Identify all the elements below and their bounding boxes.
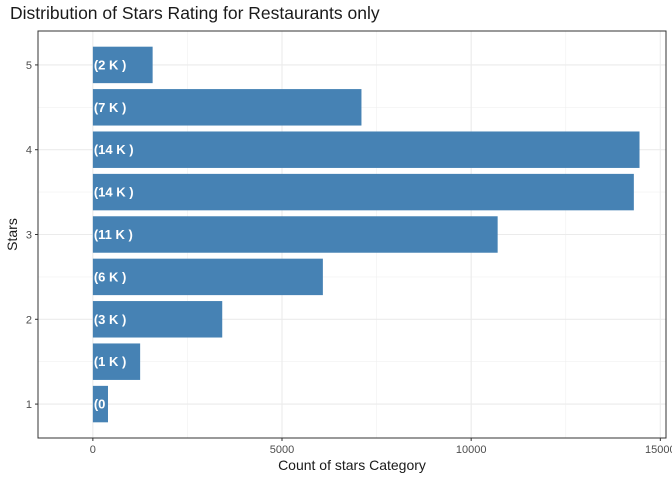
- axes: 0 5000 10000 15000 1 2 3 4 5: [26, 60, 672, 456]
- y-tick-label: 3: [26, 230, 32, 242]
- bar-label: (6 K ): [94, 269, 127, 284]
- bar-label: (2 K ): [94, 57, 127, 72]
- bar: [92, 173, 634, 211]
- chart-title: Distribution of Stars Rating for Restaur…: [10, 3, 380, 23]
- bar-labels: (0 (1 K ) (3 K ) (6 K ) (11 K ) (14 K ) (14 K …: [94, 57, 134, 411]
- y-axis-title: Stars: [4, 218, 20, 251]
- bars: [92, 46, 640, 423]
- bar: [92, 385, 108, 423]
- x-tick-label: 15000: [645, 444, 672, 456]
- bar-label: (0: [94, 397, 106, 412]
- bar: [92, 131, 640, 168]
- y-tick-label: 4: [26, 145, 32, 157]
- y-tick-label: 5: [26, 60, 32, 72]
- y-tick-label: 1: [26, 399, 32, 411]
- bar-label: (7 K ): [94, 100, 127, 115]
- x-axis-title: Count of stars Category: [278, 457, 426, 473]
- bar-label: (3 K ): [94, 312, 127, 327]
- x-tick-label: 10000: [456, 444, 487, 456]
- y-tick-label: 2: [26, 314, 32, 326]
- bar: [92, 89, 362, 126]
- x-tick-label: 0: [90, 444, 96, 456]
- bar: [92, 216, 498, 253]
- bar: [92, 46, 153, 84]
- x-tick-label: 5000: [270, 444, 294, 456]
- bar-label: (11 K ): [94, 227, 133, 242]
- bar-label: (1 K ): [94, 354, 127, 369]
- bar-label: (14 K ): [94, 185, 134, 200]
- bar-label: (14 K ): [94, 142, 134, 157]
- bar: [92, 258, 323, 296]
- bar: [92, 343, 141, 380]
- bar: [92, 301, 223, 338]
